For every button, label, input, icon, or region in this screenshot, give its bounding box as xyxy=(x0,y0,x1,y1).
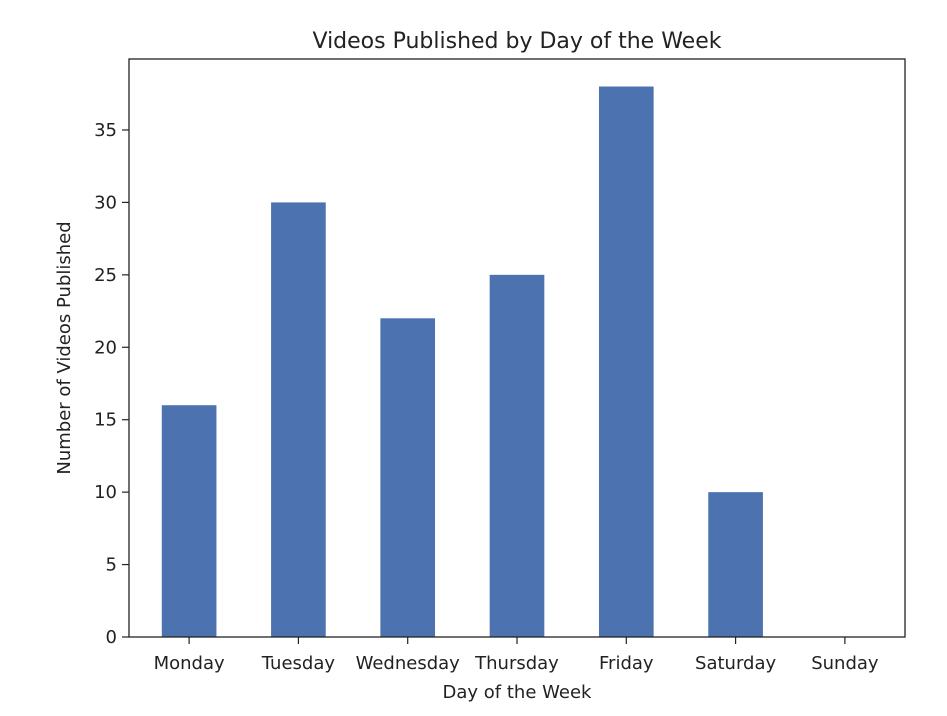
bar-saturday xyxy=(708,492,763,637)
y-tick-label-35: 35 xyxy=(94,120,117,141)
y-tick-label-0: 0 xyxy=(106,627,117,648)
x-axis-label: Day of the Week xyxy=(443,682,592,703)
bars-layer xyxy=(161,86,763,637)
x-tick-label-monday: Monday xyxy=(154,653,225,674)
plot-frame xyxy=(128,58,906,638)
bar-tuesday xyxy=(271,202,326,637)
x-tick-label-tuesday: Tuesday xyxy=(261,653,336,674)
y-tick-label-15: 15 xyxy=(94,410,117,431)
bar-wednesday xyxy=(380,318,436,637)
bar-thursday xyxy=(489,274,545,637)
y-axis: 0 5 10 15 20 25 30 35 xyxy=(94,120,129,648)
y-axis-label: Number of Videos Published xyxy=(54,221,75,474)
x-tick-label-thursday: Thursday xyxy=(474,653,559,674)
x-tick-label-wednesday: Wednesday xyxy=(356,653,461,674)
x-axis: Monday Tuesday Wednesday Thursday Friday Satu… xyxy=(154,637,879,674)
x-tick-label-saturday: Saturday xyxy=(695,653,776,674)
y-tick-label-10: 10 xyxy=(94,482,117,503)
bar-monday xyxy=(161,405,217,637)
y-tick-label-20: 20 xyxy=(94,337,117,358)
bar-friday xyxy=(598,86,654,637)
x-tick-label-sunday: Sunday xyxy=(811,653,879,674)
y-tick-label-25: 25 xyxy=(94,265,117,286)
y-tick-label-5: 5 xyxy=(106,555,117,576)
y-tick-label-30: 30 xyxy=(94,192,117,213)
x-tick-label-friday: Friday xyxy=(599,653,654,674)
chart-title: Videos Published by Day of the Week xyxy=(313,29,722,54)
